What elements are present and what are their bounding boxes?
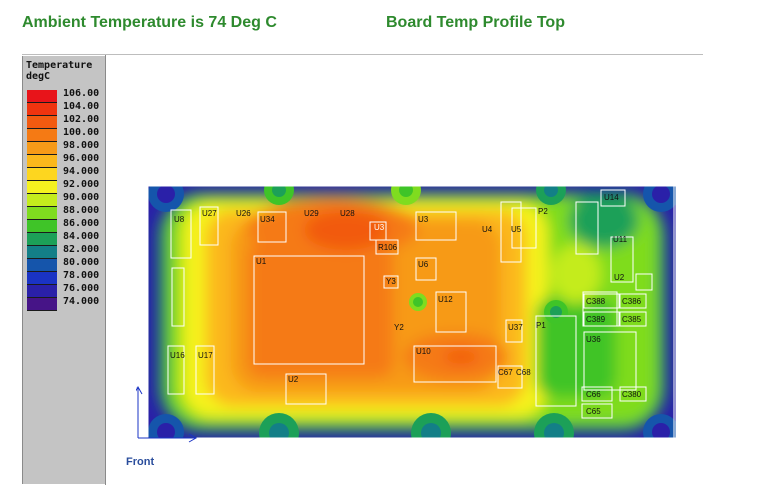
legend-value: 96.000 — [63, 153, 100, 164]
legend-swatch — [27, 103, 57, 116]
legend-value: 90.000 — [63, 192, 100, 203]
svg-text:U2: U2 — [614, 273, 625, 282]
legend-value: 94.000 — [63, 166, 100, 177]
svg-text:U4: U4 — [482, 225, 493, 234]
svg-text:C389: C389 — [586, 315, 606, 324]
legend-swatches — [27, 90, 57, 311]
legend-values: 106.00 104.00 102.00 100.00 98.000 96.000 94.0… — [63, 87, 99, 308]
svg-text:C385: C385 — [622, 315, 642, 324]
svg-text:P1: P1 — [536, 321, 546, 330]
svg-text:U2: U2 — [288, 375, 299, 384]
legend-value: 102.00 — [63, 114, 100, 125]
svg-text:U6: U6 — [418, 260, 429, 269]
legend-swatch — [27, 207, 57, 220]
svg-text:U10: U10 — [416, 347, 431, 356]
legend-value: 80.000 — [63, 257, 100, 268]
svg-text:U37: U37 — [508, 323, 523, 332]
legend-value: 106.00 — [63, 88, 100, 99]
svg-text:C388: C388 — [586, 297, 606, 306]
svg-text:U16: U16 — [170, 351, 185, 360]
svg-text:C386: C386 — [622, 297, 642, 306]
svg-text:U3: U3 — [418, 215, 429, 224]
svg-text:U34: U34 — [260, 215, 275, 224]
legend-value: 82.000 — [63, 244, 100, 255]
svg-text:R106: R106 — [378, 243, 398, 252]
legend-value: 92.000 — [63, 179, 100, 190]
legend-swatch — [27, 142, 57, 155]
svg-text:C68: C68 — [516, 368, 531, 377]
svg-text:U3: U3 — [374, 223, 385, 232]
legend-swatch — [27, 181, 57, 194]
svg-text:Y2: Y2 — [394, 323, 404, 332]
header-divider — [22, 54, 703, 55]
svg-text:U36: U36 — [586, 335, 601, 344]
panel-divider — [105, 55, 106, 485]
legend-value: 100.00 — [63, 127, 100, 138]
legend-swatch — [27, 194, 57, 207]
board-thermal-map: U1 U2 U3 U3 U6 U10 U12 U14 U16 U17 U27 U… — [136, 185, 682, 443]
coordinate-axes — [136, 385, 198, 443]
legend-value: 78.000 — [63, 270, 100, 281]
legend-swatch — [27, 90, 57, 103]
svg-text:U29: U29 — [304, 209, 319, 218]
legend-swatch — [27, 220, 57, 233]
svg-text:U28: U28 — [340, 209, 355, 218]
legend-swatch — [27, 298, 57, 311]
mounting-hole-hotspots — [148, 186, 676, 438]
ambient-temperature-title: Ambient Temperature is 74 Deg C — [22, 14, 277, 31]
svg-text:C66: C66 — [586, 390, 601, 399]
legend-value: 104.00 — [63, 101, 100, 112]
legend-swatch — [27, 246, 57, 259]
svg-text:U17: U17 — [198, 351, 213, 360]
legend-swatch — [27, 116, 57, 129]
svg-text:U1: U1 — [256, 257, 267, 266]
legend-swatch — [27, 129, 57, 142]
legend-value: 84.000 — [63, 231, 100, 242]
profile-title: Board Temp Profile Top — [386, 14, 565, 31]
legend-value: 76.000 — [63, 283, 100, 294]
svg-text:P2: P2 — [538, 207, 548, 216]
legend-value: 88.000 — [63, 205, 100, 216]
svg-text:C65: C65 — [586, 407, 601, 416]
thermal-gradient — [148, 186, 676, 438]
legend-value: 74.000 — [63, 296, 100, 307]
component-labels: U1 U2 U3 U3 U6 U10 U12 U14 U16 U17 U27 U… — [170, 193, 642, 416]
svg-text:U11: U11 — [613, 235, 628, 244]
legend-swatch — [27, 285, 57, 298]
svg-text:C67: C67 — [498, 368, 513, 377]
legend-swatch — [27, 259, 57, 272]
y-axis-label: Y — [136, 386, 137, 397]
svg-text:U14: U14 — [604, 193, 619, 202]
svg-text:U12: U12 — [438, 295, 453, 304]
component-outlines — [167, 189, 653, 419]
legend-swatch — [27, 272, 57, 285]
temperature-legend: Temperature degC 106.00 104.00 102.00 100.0… — [22, 56, 106, 484]
legend-value: 86.000 — [63, 218, 100, 229]
legend-title: Temperature degC — [26, 60, 93, 82]
legend-value: 98.000 — [63, 140, 100, 151]
svg-text:U26: U26 — [236, 209, 251, 218]
front-label: Front — [126, 456, 155, 468]
board-outline — [138, 185, 682, 439]
component-u1-outline — [253, 255, 365, 365]
svg-text:U27: U27 — [202, 209, 217, 218]
svg-text:U5: U5 — [511, 225, 522, 234]
svg-text:U8: U8 — [174, 215, 185, 224]
legend-swatch — [27, 155, 57, 168]
svg-text:C380: C380 — [622, 390, 642, 399]
legend-swatch — [27, 233, 57, 246]
svg-text:Y3: Y3 — [386, 277, 396, 286]
legend-swatch — [27, 168, 57, 181]
